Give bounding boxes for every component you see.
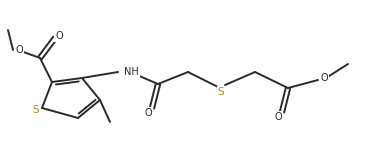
Text: O: O (321, 73, 329, 83)
Text: O: O (55, 31, 63, 41)
Text: S: S (218, 87, 224, 97)
Text: O: O (15, 45, 23, 55)
Text: O: O (144, 108, 152, 118)
Text: NH: NH (124, 67, 139, 77)
Text: O: O (274, 112, 282, 122)
Text: S: S (33, 105, 39, 115)
